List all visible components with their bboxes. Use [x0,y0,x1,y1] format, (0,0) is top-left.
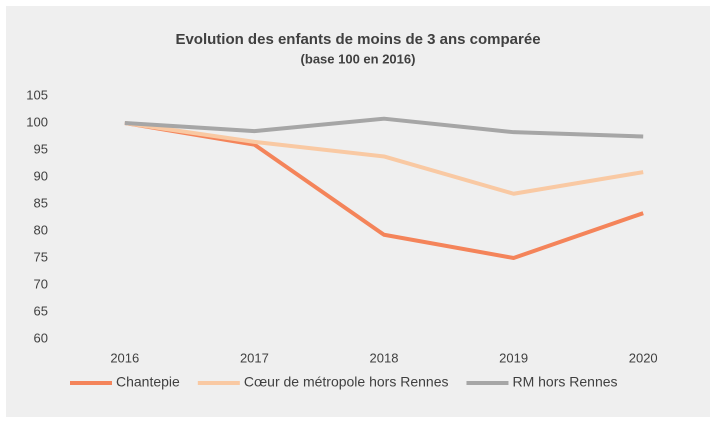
chart-title: Evolution des enfants de moins de 3 ans … [175,31,540,48]
y-tick-label: 75 [34,249,48,264]
legend-label: Cœur de métropole hors Rennes [244,374,449,390]
chart-background [6,6,710,417]
y-tick-label: 70 [34,276,48,291]
x-tick-label: 2017 [240,350,269,365]
x-tick-label: 2016 [110,350,139,365]
y-tick-label: 100 [26,114,48,129]
y-tick-label: 105 [26,87,48,102]
x-tick-label: 2018 [370,350,399,365]
x-tick-label: 2020 [629,350,658,365]
legend-label: Chantepie [116,374,180,390]
y-tick-label: 65 [34,303,48,318]
y-tick-label: 60 [34,330,48,345]
y-tick-label: 80 [34,222,48,237]
series-line [124,116,644,139]
legend-label: RM hors Rennes [512,374,617,390]
y-tick-label: 95 [34,141,48,156]
chart-subtitle: (base 100 en 2016) [301,51,416,66]
series-line [124,121,644,196]
y-tick-label: 90 [34,168,48,183]
x-tick-label: 2019 [499,350,528,365]
y-tick-label: 85 [34,195,48,210]
